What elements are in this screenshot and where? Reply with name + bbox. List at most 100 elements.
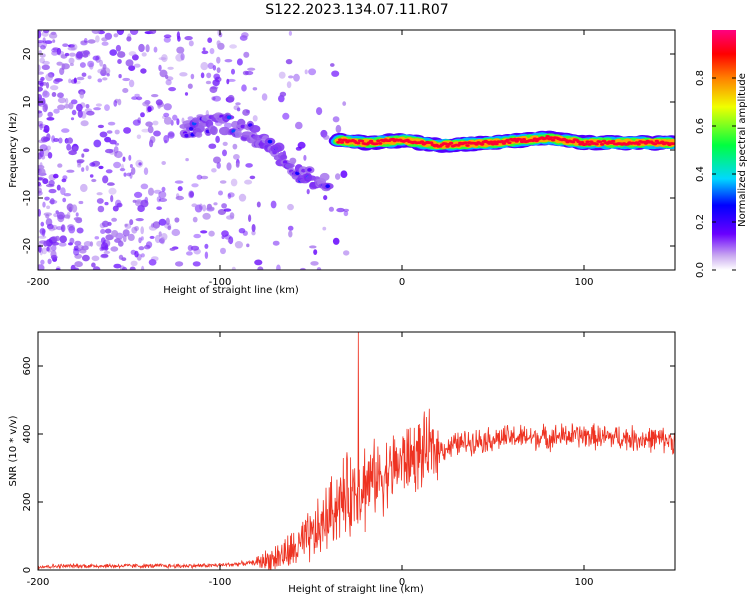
spectrogram-noise-blob bbox=[168, 87, 177, 92]
spectrogram-noise-blob bbox=[68, 52, 76, 57]
snr-axes: -200 -100 0 100 0 200 400 600 bbox=[22, 332, 675, 588]
spectrogram-noise-blob bbox=[51, 241, 60, 246]
spectrogram-noise-blob bbox=[162, 115, 167, 120]
spectrogram-noise-blob bbox=[174, 217, 180, 223]
spectrogram-noise-blob bbox=[107, 121, 116, 126]
spectrogram-noise-blob bbox=[42, 178, 49, 185]
spectrogram-line-blob bbox=[521, 138, 527, 141]
spectrogram-noise-blob bbox=[113, 263, 122, 269]
spectrogram-noise-blob bbox=[194, 204, 203, 213]
spectrogram-noise-blob bbox=[221, 203, 228, 209]
spectrogram-noise-blob bbox=[212, 79, 220, 87]
spectrogram-noise-blob bbox=[85, 104, 90, 109]
spectrogram-noise-blob bbox=[98, 165, 104, 170]
spectrogram-noise-blob bbox=[38, 244, 42, 253]
colorbar-tick-label: 0.4 bbox=[695, 166, 706, 182]
spectrogram-noise-blob bbox=[38, 190, 43, 196]
spectrogram-line-blob bbox=[545, 135, 550, 138]
spectrogram-noise-blob bbox=[219, 180, 227, 184]
spectrogram-noise-blob bbox=[222, 141, 228, 146]
spectrogram-noise-blob bbox=[81, 167, 85, 172]
spectrogram-noise-blob bbox=[76, 103, 83, 112]
spectrogram-noise-blob bbox=[132, 119, 141, 126]
spectrogram-noise-blob bbox=[141, 265, 145, 270]
figure-title: S122.2023.134.07.11.R07 bbox=[265, 2, 448, 18]
spectrogram-noise-blob bbox=[226, 162, 232, 171]
spectrogram-noise-blob bbox=[158, 198, 168, 202]
spectrogram-noise-blob bbox=[328, 206, 334, 212]
spectrogram-noise-blob bbox=[78, 200, 84, 205]
spectrogram-noise-blob bbox=[142, 101, 150, 107]
spectrogram-noise-blob bbox=[191, 183, 199, 188]
spectrogram-noise-blob bbox=[39, 149, 44, 158]
spectrogram-noise-blob bbox=[227, 192, 235, 198]
spectrogram-noise-blob bbox=[54, 78, 63, 82]
colorbar-gradient bbox=[712, 30, 736, 270]
spectrogram-noise-blob bbox=[63, 193, 72, 197]
spectrogram-noise-blob bbox=[81, 153, 85, 158]
spectrogram-noise-blob bbox=[95, 103, 102, 107]
spectrogram-noise-blob bbox=[172, 114, 178, 121]
spectrogram-noise-blob bbox=[102, 175, 109, 184]
spectrogram-noise-blob bbox=[196, 174, 203, 180]
spectrogram-noise-blob bbox=[38, 30, 42, 39]
spectrogram-noise-blob bbox=[106, 73, 110, 77]
spectrogram-noise-blob bbox=[83, 50, 90, 56]
spectrogram-noise-blob bbox=[113, 161, 122, 169]
spectrogram-noise-blob bbox=[91, 262, 96, 268]
spectrogram-noise-blob bbox=[187, 116, 194, 121]
spectrogram-noise-blob bbox=[212, 95, 221, 102]
spectrogram-noise-blob bbox=[76, 227, 84, 234]
colorbar-tick-label: 0.2 bbox=[695, 214, 706, 230]
spectrogram-noise-blob bbox=[227, 193, 232, 200]
spectrogram-noise-blob bbox=[209, 48, 215, 55]
spectrogram-noise-blob bbox=[171, 228, 181, 237]
spectrogram-line-blob bbox=[501, 142, 507, 145]
spectrogram-noise-blob bbox=[244, 179, 253, 185]
spectrogram-noise-blob bbox=[176, 46, 185, 54]
spectrogram-noise-blob bbox=[114, 238, 122, 243]
snr-series-line bbox=[38, 332, 675, 570]
spectrogram-noise-blob bbox=[163, 34, 172, 39]
spectrogram-line-blob bbox=[443, 142, 448, 146]
spectrogram-noise-blob bbox=[140, 226, 144, 235]
spectrogram-noise-blob bbox=[122, 229, 130, 237]
spectrogram-noise-blob bbox=[153, 130, 161, 137]
spectrogram-noise-blob bbox=[73, 217, 82, 221]
spectrogram-noise-blob bbox=[202, 47, 206, 51]
spectrogram-noise-blob bbox=[134, 191, 143, 198]
spectrogram-noise-blob bbox=[300, 267, 306, 270]
spectrogram-noise-blob bbox=[134, 250, 139, 258]
spectrogram-line-blob bbox=[376, 139, 381, 143]
spectrogram-noise-blob bbox=[39, 228, 46, 234]
spectrogram-noise-blob bbox=[83, 148, 90, 153]
spectrogram-noise-blob bbox=[205, 80, 212, 85]
spectrogram-xtick-label: -200 bbox=[27, 277, 50, 288]
spectrogram-noise-blob bbox=[70, 117, 75, 121]
spectrogram-noise-blob bbox=[91, 255, 100, 262]
spectrogram-noise-blob bbox=[49, 198, 55, 205]
spectrogram-noise-blob bbox=[109, 49, 117, 56]
spectrogram-line-blob bbox=[494, 142, 499, 146]
spectrogram-noise-blob bbox=[62, 197, 67, 203]
spectrogram-noise-blob bbox=[38, 235, 47, 239]
spectrogram-noise-blob bbox=[86, 110, 95, 116]
spectrogram-noise-blob bbox=[124, 223, 128, 227]
spectrogram-track-blob bbox=[273, 142, 285, 152]
spectrogram-noise-blob bbox=[227, 94, 235, 103]
spectrogram-noise-blob bbox=[308, 68, 317, 76]
spectrogram-noise-blob bbox=[38, 86, 43, 92]
spectrogram-noise-blob bbox=[126, 172, 132, 177]
spectrogram-line-blob bbox=[492, 140, 497, 144]
spectrogram-noise-blob bbox=[233, 154, 240, 160]
spectrogram-noise-blob bbox=[38, 94, 42, 101]
spectrogram-noise-blob bbox=[68, 78, 72, 84]
spectrogram-track-blob bbox=[289, 157, 297, 164]
spectrogram-noise-blob bbox=[113, 100, 118, 107]
spectrogram-noise-blob bbox=[43, 240, 48, 247]
spectrogram-noise-blob bbox=[127, 33, 132, 40]
spectrogram-frame bbox=[37, 29, 676, 271]
spectrogram-noise-blob bbox=[278, 71, 286, 79]
spectrogram-noise-blob bbox=[175, 53, 184, 62]
spectrogram-noise-blob bbox=[43, 125, 50, 133]
